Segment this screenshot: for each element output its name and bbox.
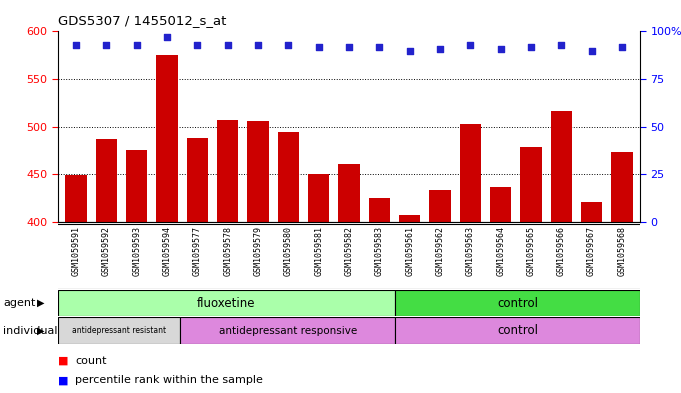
Point (495, 46, 506, 52)
Bar (65, 175, 86, 222)
Text: GSM1059568: GSM1059568 (618, 226, 627, 276)
Bar (399, 215, 420, 222)
Bar (395, 290, 640, 316)
Point (434, 46, 445, 52)
Point (71, 42, 82, 48)
Text: ▶: ▶ (37, 298, 44, 308)
Point (556, 42, 567, 48)
Text: GSM1059591: GSM1059591 (72, 226, 80, 276)
Text: GSM1059592: GSM1059592 (102, 226, 111, 276)
Text: GSM1059579: GSM1059579 (253, 226, 263, 276)
Text: GSM1059561: GSM1059561 (405, 226, 414, 276)
Bar (551, 112, 572, 222)
Text: GSM1059562: GSM1059562 (435, 226, 445, 276)
Text: control: control (497, 296, 538, 310)
Text: GSM1059564: GSM1059564 (496, 226, 505, 276)
Text: GSM1059580: GSM1059580 (284, 226, 293, 276)
Bar (338, 164, 360, 222)
Bar (187, 138, 208, 222)
Bar (96, 139, 117, 222)
Bar (490, 187, 511, 222)
Bar (612, 152, 633, 222)
Bar (180, 317, 395, 344)
Text: antidepressant responsive: antidepressant responsive (219, 325, 357, 336)
Text: GSM1059566: GSM1059566 (557, 226, 566, 276)
Bar (520, 147, 541, 222)
Text: GSM1059578: GSM1059578 (223, 226, 232, 276)
Text: GSM1059565: GSM1059565 (526, 226, 535, 276)
Point (253, 42, 264, 48)
Text: ■: ■ (58, 356, 68, 366)
Bar (58, 317, 180, 344)
Text: control: control (497, 324, 538, 337)
Point (313, 44, 324, 50)
Text: GSM1059582: GSM1059582 (345, 226, 353, 276)
Point (101, 42, 112, 48)
Text: ▶: ▶ (37, 325, 44, 336)
Bar (430, 190, 451, 222)
Bar (126, 150, 147, 222)
Point (586, 48, 597, 54)
Point (616, 44, 627, 50)
Text: count: count (75, 356, 106, 366)
Bar (217, 120, 238, 222)
Text: GSM1059583: GSM1059583 (375, 226, 384, 276)
Text: GSM1059567: GSM1059567 (587, 226, 596, 276)
Text: fluoxetine: fluoxetine (197, 296, 255, 310)
Point (131, 42, 142, 48)
Bar (395, 317, 640, 344)
Bar (58, 290, 395, 316)
Text: antidepressant resistant: antidepressant resistant (72, 326, 166, 335)
Point (343, 44, 354, 50)
Text: individual: individual (3, 325, 58, 336)
Bar (308, 174, 330, 222)
Point (192, 42, 203, 48)
Text: GSM1059581: GSM1059581 (314, 226, 323, 276)
Bar (368, 198, 390, 222)
Bar (581, 202, 602, 222)
Point (222, 42, 233, 48)
Point (465, 42, 476, 48)
Point (526, 44, 537, 50)
Bar (278, 132, 299, 222)
Point (161, 34, 172, 40)
Text: agent: agent (3, 298, 36, 308)
Text: GSM1059563: GSM1059563 (466, 226, 475, 276)
Text: GSM1059577: GSM1059577 (193, 226, 202, 276)
Text: GDS5307 / 1455012_s_at: GDS5307 / 1455012_s_at (58, 14, 226, 27)
Bar (460, 124, 481, 222)
Bar (157, 55, 178, 222)
Text: percentile rank within the sample: percentile rank within the sample (75, 375, 263, 386)
Bar (247, 121, 268, 222)
Point (374, 44, 385, 50)
Text: ■: ■ (58, 375, 68, 386)
Text: GSM1059593: GSM1059593 (132, 226, 141, 276)
Point (283, 42, 294, 48)
Text: GSM1059594: GSM1059594 (163, 226, 172, 276)
Point (405, 48, 415, 54)
